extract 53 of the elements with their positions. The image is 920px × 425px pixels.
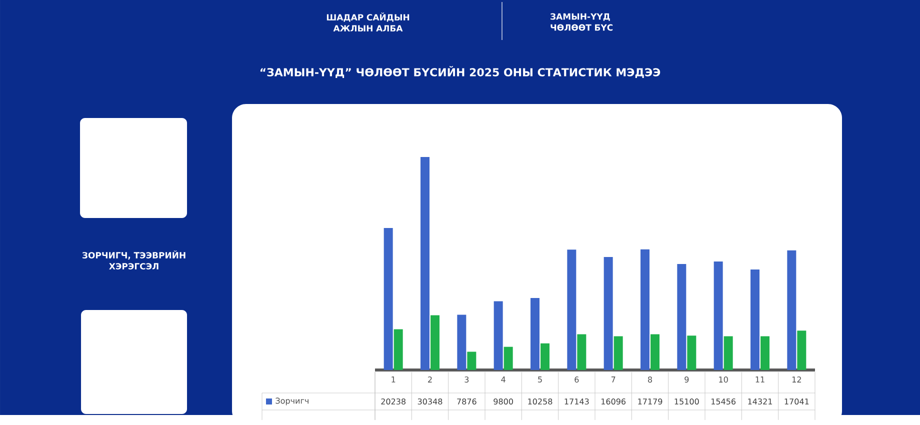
x-tick-label: 5 xyxy=(538,376,542,382)
data-label: 20238 xyxy=(381,398,406,405)
data-label: 17143 xyxy=(564,398,589,405)
bar xyxy=(384,228,393,370)
x-tick-label: 7 xyxy=(611,376,616,382)
data-label: 15100 xyxy=(674,398,699,405)
x-tick-label: 12 xyxy=(792,376,801,382)
data-label: 16096 xyxy=(601,398,626,405)
x-tick-label: 3 xyxy=(464,376,469,383)
bar xyxy=(614,336,623,370)
bar xyxy=(687,336,696,370)
x-tick-label: 10 xyxy=(719,376,728,383)
text: ШАДАР САЙДЫН АЖЛЫН АЛБА xyxy=(326,12,410,32)
bar xyxy=(724,336,733,370)
data-label: 7876 xyxy=(457,398,476,405)
data-label: 17041 xyxy=(784,398,809,405)
data-label: 10258 xyxy=(528,398,552,405)
data-label: 17179 xyxy=(638,398,662,405)
data-label: 14321 xyxy=(748,398,772,405)
x-tick-label: 1 xyxy=(392,376,396,382)
data-label: 15456 xyxy=(711,398,736,405)
bar xyxy=(504,346,513,370)
x-tick-label: 8 xyxy=(648,376,652,383)
bar xyxy=(457,314,466,370)
bar xyxy=(467,352,476,370)
bar xyxy=(604,257,613,370)
bar xyxy=(760,336,770,370)
bar xyxy=(714,262,723,370)
text: ЗАМЫН-ҮҮД ЧӨЛӨӨТ БҮС xyxy=(550,13,613,31)
x-tick-label: 2 xyxy=(428,376,432,382)
bar xyxy=(494,301,503,370)
bar xyxy=(540,343,550,370)
bar xyxy=(650,334,660,370)
x-tick-label: 9 xyxy=(684,376,689,383)
bar xyxy=(567,250,576,370)
bar xyxy=(530,298,540,370)
bar xyxy=(750,269,760,370)
bar xyxy=(420,156,430,370)
legend-label: Зорчигч xyxy=(276,398,308,406)
bar xyxy=(677,264,686,370)
data-label: 30348 xyxy=(418,398,442,405)
chart-title: “ЗАМЫН-ҮҮД” ЧӨЛӨӨТ БҮСИЙН 2025 ОНЫ СТАТИСТИК МЭДЭЭ xyxy=(260,66,660,78)
x-tick-label: 11 xyxy=(756,376,764,382)
bar xyxy=(787,250,796,370)
bar xyxy=(577,334,586,370)
x-tick-label: 6 xyxy=(574,376,579,383)
text: ЗОРЧИГЧ, ТЭЭВРИЙН ХЭРЭГСЭЛ xyxy=(82,250,186,270)
bar xyxy=(640,249,650,370)
bar xyxy=(430,315,440,370)
bar xyxy=(394,329,403,370)
bar xyxy=(797,330,806,370)
data-label: 9800 xyxy=(494,398,513,405)
x-tick-label: 4 xyxy=(501,376,506,382)
